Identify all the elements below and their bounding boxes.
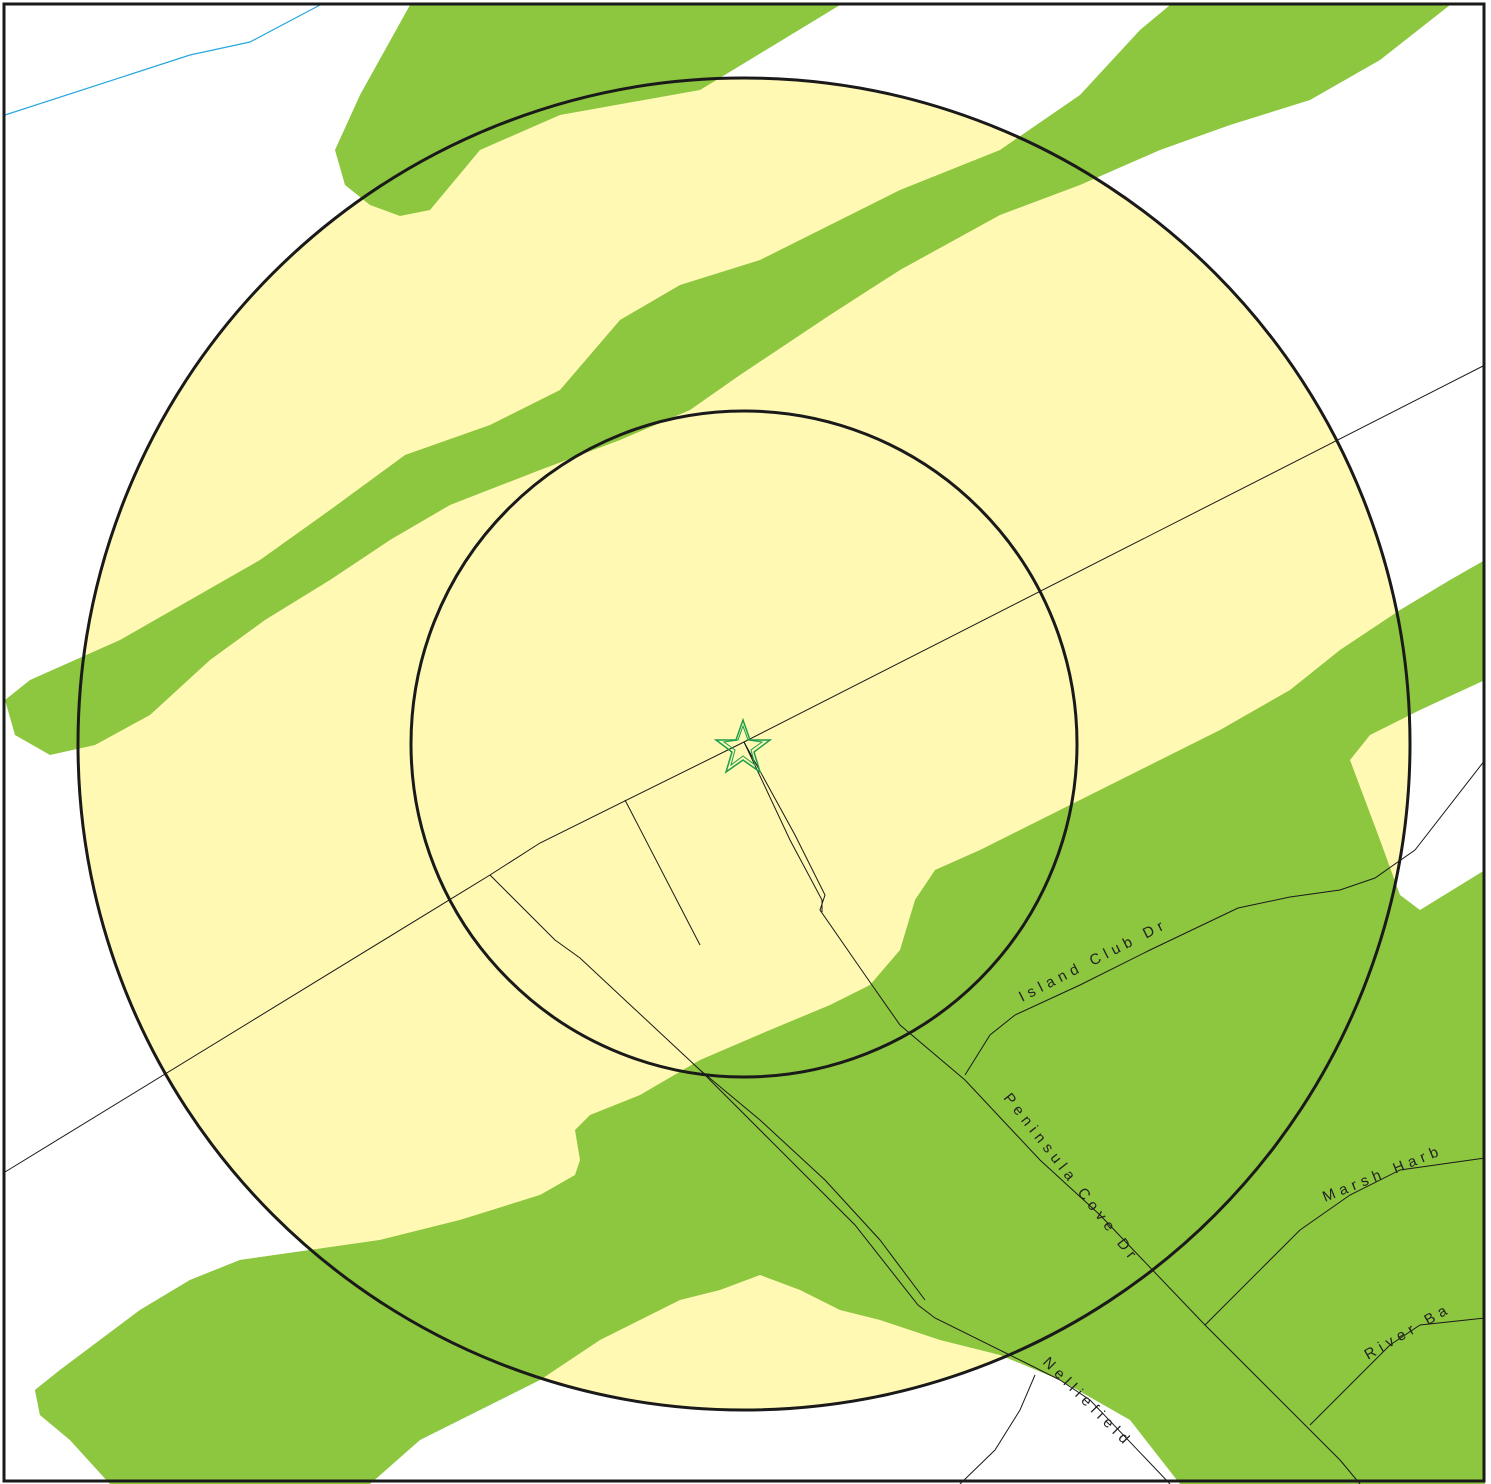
green-band-upper <box>5 5 1450 755</box>
road-main-diagonal <box>4 364 1486 1173</box>
road-island-club <box>964 759 1486 1076</box>
water-line <box>4 4 321 116</box>
road-access <box>743 741 1361 1484</box>
road-south-spur <box>959 1374 1036 1484</box>
road-river-ba <box>1309 1317 1486 1426</box>
green-band-lower <box>35 828 1330 1484</box>
road-spur-1 <box>489 874 1171 1484</box>
road-network <box>4 364 1486 1484</box>
road-lower-parallel <box>699 1069 926 1301</box>
green-zones <box>5 5 1485 1484</box>
star-icon[interactable] <box>713 717 773 774</box>
road-marsh-harb <box>1204 1157 1486 1326</box>
road-spur-2 <box>624 799 701 946</box>
outer-radius-ring <box>76 76 1412 1412</box>
road-access-b <box>743 741 823 912</box>
inner-radius-ring <box>409 409 1079 1079</box>
green-band-top <box>335 5 840 216</box>
